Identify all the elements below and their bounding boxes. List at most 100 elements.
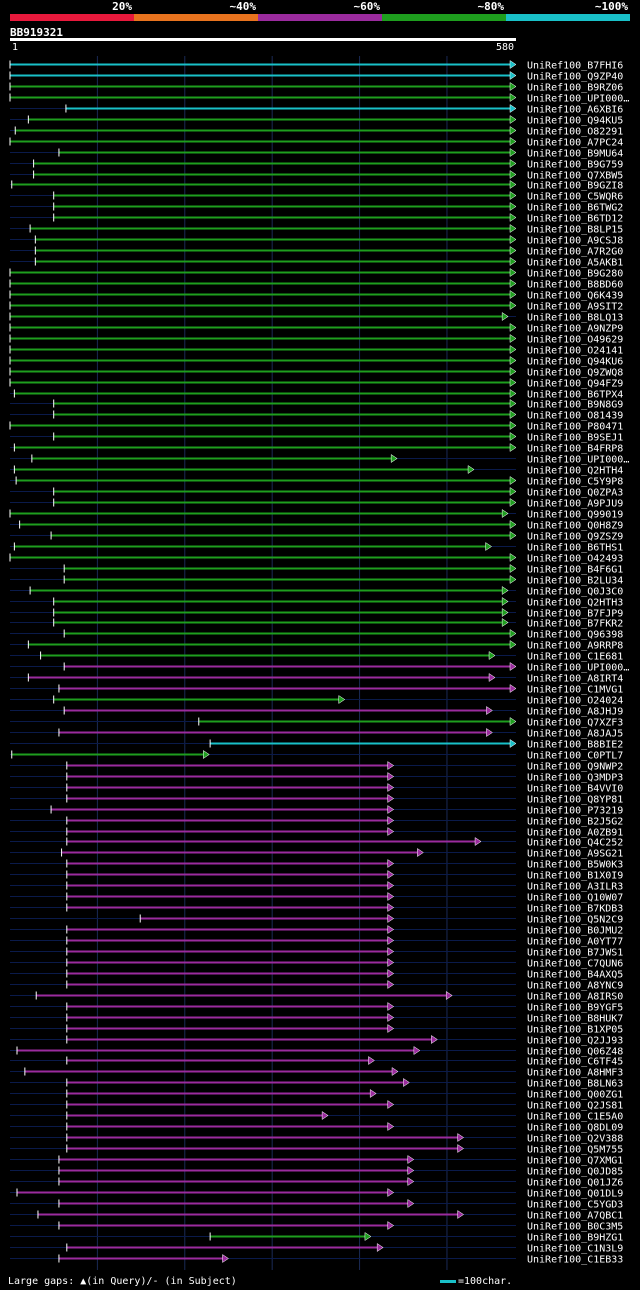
hit-label: UniRef100_Q4C252 xyxy=(527,838,623,849)
hit-label: UniRef100_B1X0I9 xyxy=(527,871,623,882)
hit-end-arrow xyxy=(509,410,517,419)
hit-end-arrow xyxy=(509,389,517,398)
hit-end-arrow xyxy=(509,640,517,649)
hit-end-arrow xyxy=(509,82,517,91)
hit-label: UniRef100_A8JAJ5 xyxy=(527,729,623,740)
hit-end-arrow xyxy=(509,345,517,354)
hit-end-arrow xyxy=(445,991,453,1000)
hit-label: UniRef100_B0JMU2 xyxy=(527,926,623,937)
hit-label: UniRef100_B7KDB3 xyxy=(527,904,623,915)
hit-end-arrow xyxy=(509,739,517,748)
hit-label: UniRef100_Q0J3C0 xyxy=(527,587,623,598)
hit-label: UniRef100_A0YT77 xyxy=(527,937,623,948)
query-scale-line xyxy=(10,38,516,41)
hit-end-arrow xyxy=(501,597,509,606)
footer-gaps-legend: Large gaps: ▲(in Query)/- (in Subject) xyxy=(8,1276,237,1287)
hit-label: UniRef100_Q9ZP40 xyxy=(527,72,623,83)
hit-end-arrow xyxy=(509,93,517,102)
hit-label: UniRef100_B4F6G1 xyxy=(527,565,623,576)
hit-end-arrow xyxy=(509,224,517,233)
footer-scale-legend: =100char. xyxy=(440,1276,512,1287)
hit-label: UniRef100_C1E5A0 xyxy=(527,1112,623,1123)
hit-end-arrow xyxy=(467,465,475,474)
hit-end-arrow xyxy=(509,115,517,124)
hit-end-arrow xyxy=(387,827,395,836)
hit-end-arrow xyxy=(413,1046,421,1055)
hit-label: UniRef100_B6TD12 xyxy=(527,214,623,225)
hit-end-arrow xyxy=(387,1122,395,1131)
hit-end-arrow xyxy=(203,750,210,759)
hit-end-arrow xyxy=(509,684,517,693)
hit-label: UniRef100_Q9ZWQ8 xyxy=(527,368,623,379)
hit-label: UniRef100_B9N8G9 xyxy=(527,400,623,411)
hit-label: UniRef100_B2LU34 xyxy=(527,576,623,587)
footer-scale-text: =100char. xyxy=(458,1276,513,1287)
hit-label: UniRef100_B2J5G2 xyxy=(527,817,623,828)
hit-end-arrow xyxy=(509,126,517,135)
query-scale-start: 1 xyxy=(12,42,19,53)
hit-label: UniRef100_B8LQ13 xyxy=(527,313,623,324)
hit-end-arrow xyxy=(387,958,395,967)
hit-end-arrow xyxy=(509,279,517,288)
hit-label: UniRef100_A9NZP9 xyxy=(527,324,623,335)
hit-label: UniRef100_B6TPX4 xyxy=(527,390,623,401)
legend-swatch xyxy=(10,14,134,21)
hit-label: UniRef100_Q2JS81 xyxy=(527,1101,623,1112)
hit-label: UniRef100_A7PC24 xyxy=(527,138,623,149)
hit-end-arrow xyxy=(387,859,395,868)
hit-label: UniRef100_Q2V388 xyxy=(527,1134,623,1145)
hit-label: UniRef100_Q8DL09 xyxy=(527,1123,623,1134)
hit-label: UniRef100_Q7XBW5 xyxy=(527,171,623,182)
hit-label: UniRef100_C1MVG1 xyxy=(527,685,623,696)
hit-label: UniRef100_B9G759 xyxy=(527,160,623,171)
hit-label: UniRef100_B8LP15 xyxy=(527,225,623,236)
hit-end-arrow xyxy=(457,1210,465,1219)
hit-label: UniRef100_UPI000… xyxy=(527,455,629,466)
hit-end-arrow xyxy=(368,1056,375,1065)
hit-end-arrow xyxy=(509,531,517,540)
hit-end-arrow xyxy=(509,334,517,343)
hit-end-arrow xyxy=(387,903,395,912)
hit-end-arrow xyxy=(387,914,395,923)
hit-end-arrow xyxy=(509,564,517,573)
hit-label: UniRef100_A8IRT4 xyxy=(527,674,623,685)
hit-end-arrow xyxy=(387,969,395,978)
legend-swatch xyxy=(134,14,258,21)
hit-label: UniRef100_Q94KU6 xyxy=(527,357,623,368)
hit-end-arrow xyxy=(364,1232,372,1241)
hit-label: UniRef100_Q01JZ6 xyxy=(527,1178,623,1189)
hit-label: UniRef100_Q94FZ9 xyxy=(527,379,623,390)
hit-end-arrow xyxy=(387,1221,395,1230)
hit-end-arrow xyxy=(391,1067,399,1076)
hit-label: UniRef100_Q6K439 xyxy=(527,291,623,302)
hit-end-arrow xyxy=(407,1166,415,1175)
hit-label: UniRef100_B8BIE2 xyxy=(527,740,623,751)
hit-end-arrow xyxy=(509,717,517,726)
hit-label: UniRef100_B6TWG2 xyxy=(527,203,623,214)
hit-label: UniRef100_B4VVI0 xyxy=(527,784,623,795)
hit-label: UniRef100_B9G280 xyxy=(527,269,623,280)
hit-end-arrow xyxy=(407,1155,415,1164)
hit-end-arrow xyxy=(457,1144,465,1153)
hit-label: UniRef100_A5AKB1 xyxy=(527,258,623,269)
hit-label: UniRef100_UPI000… xyxy=(527,663,629,674)
hit-label: UniRef100_Q7XZF3 xyxy=(527,718,623,729)
hit-label: UniRef100_A8JHJ9 xyxy=(527,707,623,718)
hit-label: UniRef100_Q5N2C9 xyxy=(527,915,623,926)
hit-end-arrow xyxy=(457,1133,465,1142)
hit-end-arrow xyxy=(509,629,517,638)
hit-label: UniRef100_A7QBC1 xyxy=(527,1211,623,1222)
hit-label: UniRef100_P80471 xyxy=(527,422,623,433)
hit-label: UniRef100_Q5M755 xyxy=(527,1145,623,1156)
hit-end-arrow xyxy=(387,870,395,879)
hit-end-arrow xyxy=(509,378,517,387)
hit-label: UniRef100_Q96398 xyxy=(527,630,623,641)
legend-label: 20% xyxy=(112,0,132,13)
hit-label: UniRef100_B7FJP9 xyxy=(527,609,623,620)
hit-label: UniRef100_Q9NWP2 xyxy=(527,762,623,773)
hit-end-arrow xyxy=(387,980,395,989)
hit-end-arrow xyxy=(501,608,509,617)
hit-label: UniRef100_B9RZ06 xyxy=(527,83,623,94)
legend-swatch xyxy=(506,14,630,21)
hit-label: UniRef100_B0C3M5 xyxy=(527,1222,623,1233)
